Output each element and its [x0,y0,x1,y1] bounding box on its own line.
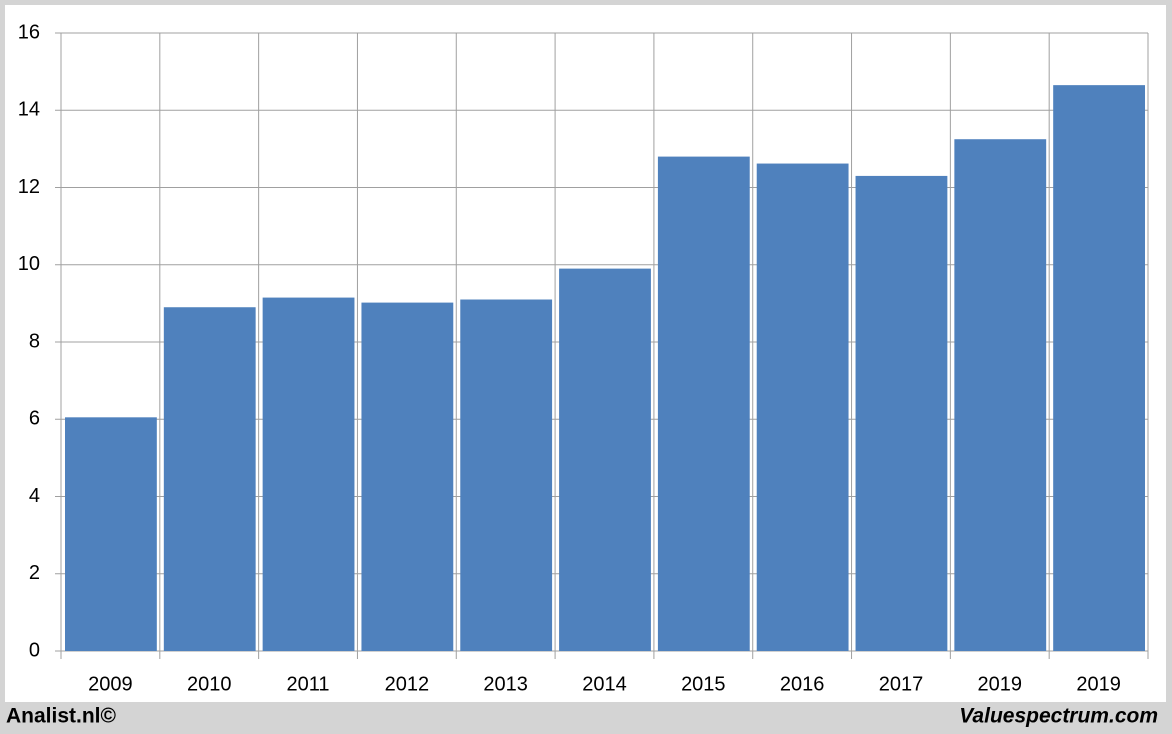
bar [954,139,1047,651]
bar [559,268,651,651]
footer-right: Valuespectrum.com [959,705,1158,728]
x-tick-label: 2009 [88,673,133,695]
x-tick-label: 2013 [483,673,528,695]
x-tick-label: 2011 [287,673,330,695]
x-tick-label: 2010 [187,673,232,695]
y-tick-label: 2 [29,562,40,584]
x-tick-label: 2016 [780,673,825,695]
y-tick-label: 0 [29,639,40,661]
y-tick-label: 8 [29,330,40,352]
y-tick-label: 10 [18,253,40,275]
bar [1053,85,1145,652]
bar [756,163,849,652]
y-tick-label: 4 [29,485,40,507]
footer-left: Analist.nl© [6,705,117,728]
bar [361,302,454,651]
y-tick-label: 6 [29,408,40,430]
bar [262,297,355,651]
bar [65,417,157,651]
x-tick-label: 2012 [385,673,430,695]
y-tick-label: 14 [18,99,40,121]
x-tick-label: 2019 [978,673,1023,695]
bar [657,156,750,651]
x-tick-label: 2014 [582,673,627,695]
x-tick-label: 2019 [1076,673,1121,695]
y-tick-label: 16 [18,21,40,43]
y-tick-label: 12 [18,176,40,198]
bar [460,299,553,651]
bar [163,307,256,651]
x-tick-label: 2017 [879,673,924,695]
bar [855,175,948,651]
x-tick-label: 2015 [681,673,726,695]
